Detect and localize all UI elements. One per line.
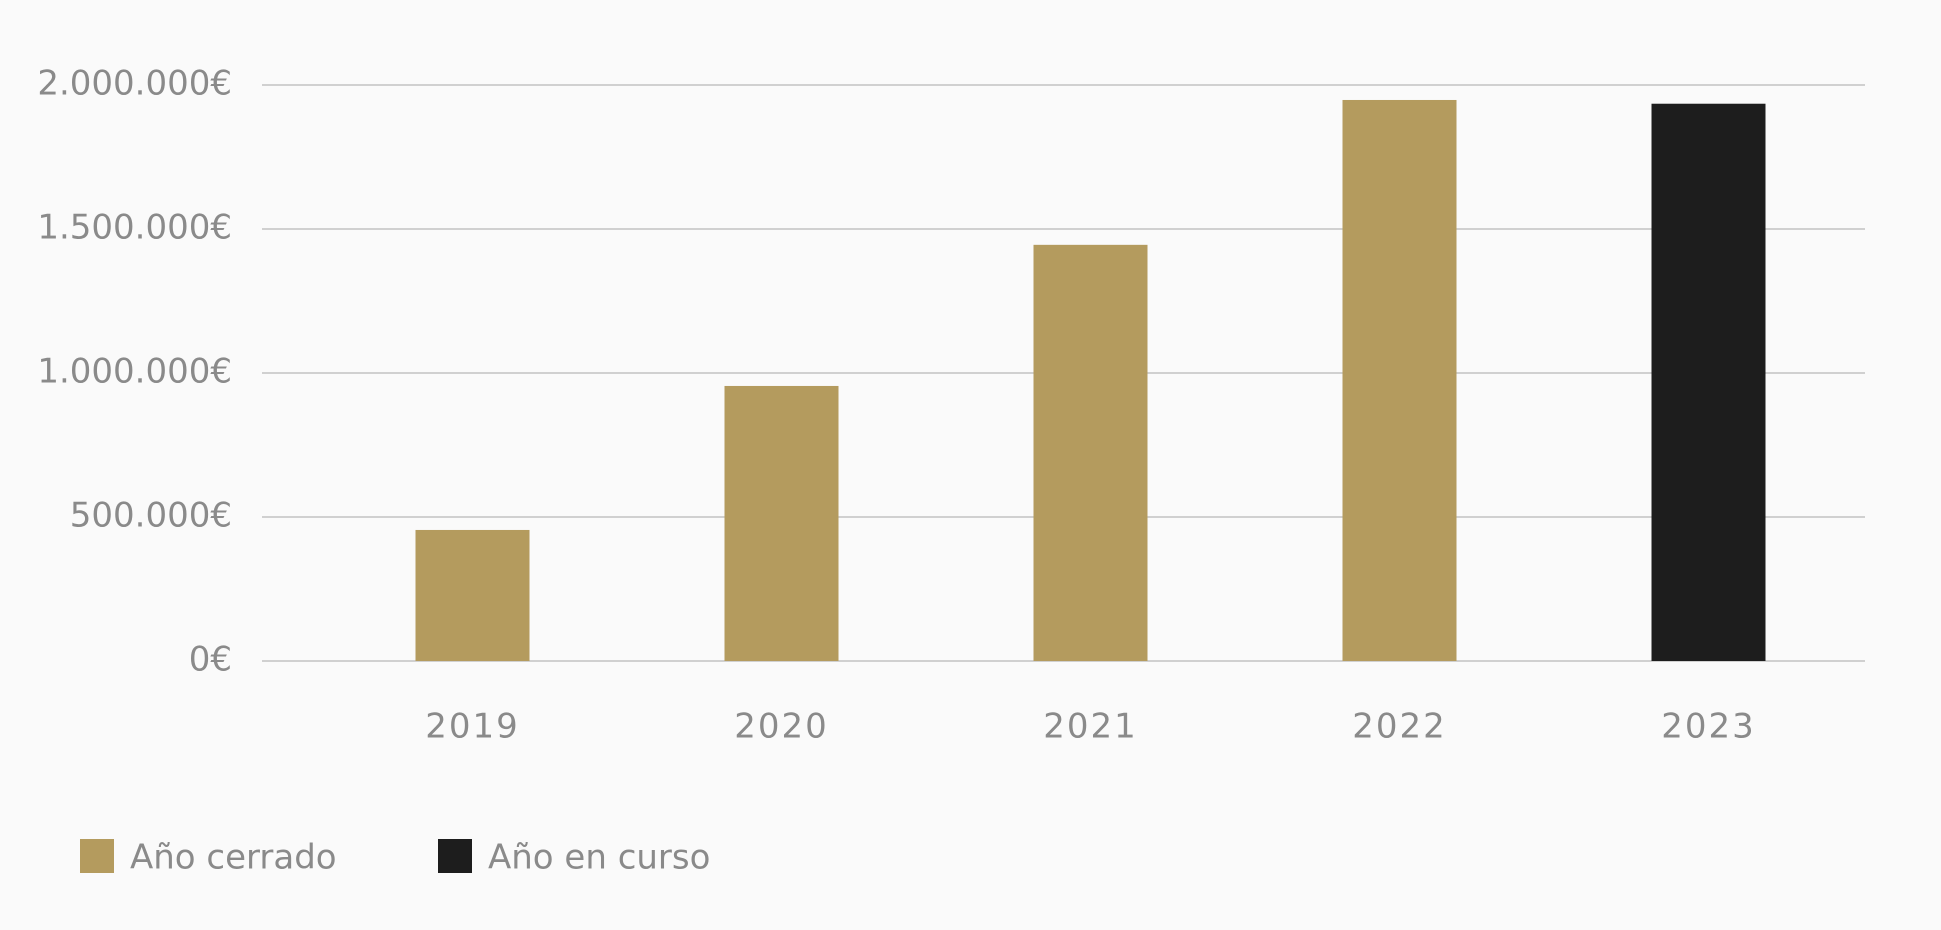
bar xyxy=(415,529,530,661)
bar xyxy=(1033,244,1148,661)
legend-swatch xyxy=(438,839,472,873)
bar xyxy=(724,385,839,661)
y-tick-label: 0€ xyxy=(189,640,232,680)
y-tick-label: 1.500.000€ xyxy=(37,208,232,248)
x-tick-label: 2019 xyxy=(425,707,520,747)
x-tick-label: 2020 xyxy=(734,707,829,747)
y-tick-label: 500.000€ xyxy=(70,496,232,536)
y-tick-label: 2.000.000€ xyxy=(37,64,232,104)
x-tick-label: 2021 xyxy=(1043,707,1138,747)
y-tick-label: 1.000.000€ xyxy=(37,352,232,392)
legend-label: Año cerrado xyxy=(130,838,337,878)
bar xyxy=(1342,99,1457,661)
x-tick-label: 2023 xyxy=(1661,707,1756,747)
bar xyxy=(1651,103,1766,662)
x-tick-label: 2022 xyxy=(1352,707,1447,747)
legend-swatch xyxy=(80,839,114,873)
legend-label: Año en curso xyxy=(488,838,710,878)
